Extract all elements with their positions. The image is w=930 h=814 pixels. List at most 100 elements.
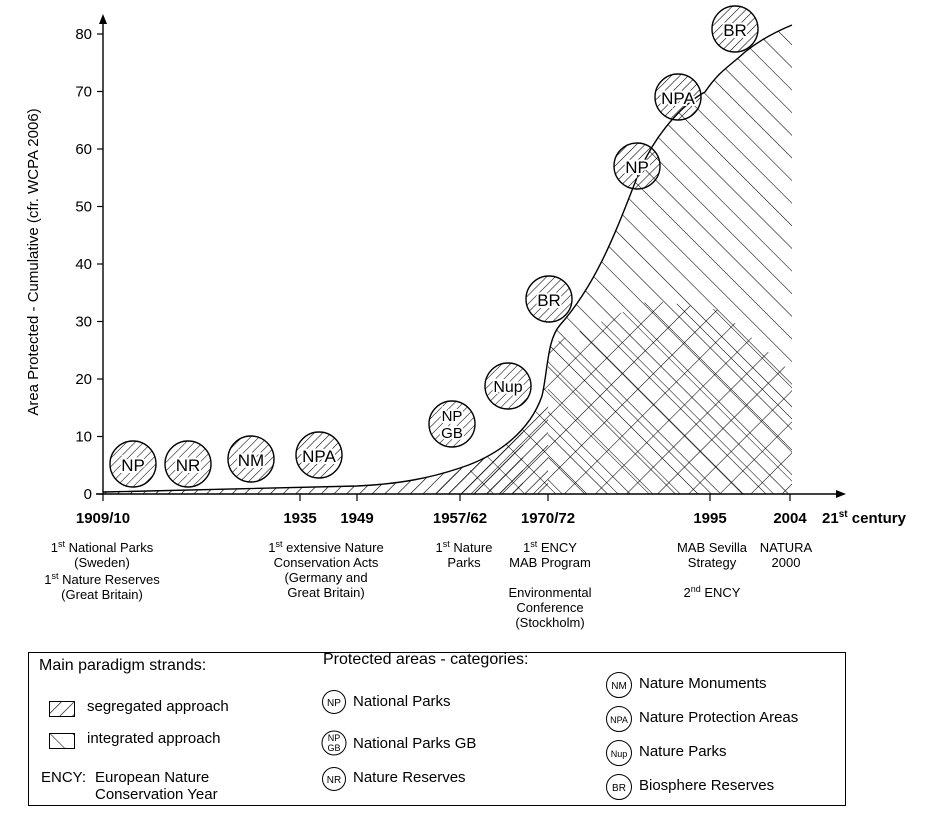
- svg-text:NM: NM: [611, 681, 627, 692]
- x-axis-arrow: [836, 490, 846, 498]
- svg-text:NP: NP: [327, 698, 341, 709]
- m3-num: 1: [436, 540, 443, 555]
- area-curve: [102, 24, 793, 493]
- badge-np-1: NP: [109, 440, 157, 488]
- m2-num: 1: [268, 540, 275, 555]
- m1-line4: (Great Britain): [61, 587, 143, 602]
- svg-text:NM: NM: [238, 451, 264, 470]
- svg-text:2nd ENCY: 2nd ENCY: [684, 584, 741, 600]
- legend-br-icon: BR: [606, 774, 632, 800]
- m2-line3: (Germany and: [284, 570, 367, 585]
- svg-text:NP: NP: [442, 408, 463, 425]
- legend-ency-line1: European Nature: [95, 769, 210, 786]
- tick-2004: 2004: [773, 510, 807, 527]
- badge-nr: NR: [164, 440, 212, 488]
- m5-line5: ENCY: [701, 585, 741, 600]
- milestone-1935: 1st extensive Nature Conservation Acts (…: [268, 539, 383, 600]
- legend-paradigm-title: Main paradigm strands:: [39, 657, 207, 674]
- svg-text:BR: BR: [537, 291, 561, 310]
- y-tick-label: 10: [75, 429, 92, 446]
- y-tick-label: 70: [75, 84, 92, 101]
- legend-npgb-label: National Parks GB: [353, 735, 477, 752]
- tick-1935: 1935: [283, 510, 316, 527]
- y-axis-label: Area Protected - Cumulative (cfr. WCPA 2…: [25, 108, 42, 415]
- m1-line1: National Parks: [65, 540, 154, 555]
- badge-npa-2: NPA: [654, 73, 702, 121]
- m5-line2: Strategy: [688, 555, 737, 570]
- tick-century: 21st century: [822, 509, 907, 527]
- badge-np-2: NP: [613, 142, 661, 190]
- m2-line2: Conservation Acts: [274, 555, 379, 570]
- century-word: century: [848, 510, 907, 527]
- svg-text:NPA: NPA: [610, 715, 628, 725]
- m1-sup: st: [58, 539, 66, 549]
- legend-ency-line2: Conservation Year: [95, 786, 218, 803]
- svg-text:NR: NR: [176, 456, 201, 475]
- legend-nm-label: Nature Monuments: [639, 675, 767, 692]
- m4-line3: Environmental: [508, 585, 591, 600]
- svg-text:BR: BR: [723, 21, 747, 40]
- milestone-1995: MAB Sevilla Strategy NATURA 2000 2nd ENC…: [677, 540, 813, 600]
- m4-line5: (Stockholm): [515, 615, 584, 630]
- m1-line2: (Sweden): [74, 555, 130, 570]
- m4-line1: ENCY: [537, 540, 577, 555]
- y-tick-label: 30: [75, 314, 92, 331]
- m2-line1: extensive Nature: [283, 540, 384, 555]
- legend-nup-icon: Nup: [606, 740, 632, 766]
- legend-np-label: National Parks: [353, 693, 451, 710]
- legend-box: Main paradigm strands: segregated approa…: [28, 651, 846, 806]
- svg-text:1st ENCY: 1st ENCY: [523, 539, 577, 555]
- m1-sup2: st: [52, 571, 60, 581]
- svg-text:NP: NP: [121, 456, 145, 475]
- svg-text:NP: NP: [328, 733, 341, 743]
- badge-br-1: BR: [525, 275, 573, 323]
- y-tick-label: 80: [75, 26, 92, 43]
- y-tick-label: 60: [75, 141, 92, 158]
- legend-categories-title: Protected areas - categories:: [323, 651, 529, 668]
- m5-line4: 2000: [772, 555, 801, 570]
- tick-1949: 1949: [340, 510, 373, 527]
- segregated-upper: [420, 400, 548, 494]
- segregated-swatch: [49, 701, 75, 717]
- svg-text:NR: NR: [327, 775, 341, 786]
- svg-text:NPA: NPA: [661, 89, 695, 108]
- century-number: 21: [822, 510, 839, 527]
- badge-nup: Nup: [484, 362, 532, 410]
- m2-sup: st: [276, 539, 284, 549]
- m1-line3: Nature Reserves: [59, 572, 161, 587]
- y-axis-arrow: [99, 14, 107, 24]
- y-tick-label: 40: [75, 256, 92, 273]
- svg-text:1st Nature Reserves: 1st Nature Reserves: [44, 571, 160, 587]
- m3-sup: st: [443, 539, 451, 549]
- badge-npgb: NP GB: [428, 400, 476, 448]
- tick-1970: 1970/72: [521, 510, 575, 527]
- legend-nup-label: Nature Parks: [639, 743, 727, 760]
- y-ticks: 0 10 20 30 40 50 60 70 80: [75, 26, 103, 503]
- milestone-1970: 1st ENCY MAB Program Environmental Confe…: [508, 539, 591, 630]
- integrated-swatch: [49, 733, 75, 749]
- tick-1957: 1957/62: [433, 510, 487, 527]
- legend-nm-icon: NM: [606, 672, 632, 698]
- m1-num: 1: [51, 540, 58, 555]
- m3-line2: Parks: [447, 555, 481, 570]
- integrated-area: [548, 25, 792, 494]
- m4-line4: Conference: [516, 600, 583, 615]
- svg-text:1st extensive Nature: 1st extensive Nature: [268, 539, 383, 555]
- svg-text:NP: NP: [625, 158, 649, 177]
- legend-nr-icon: NR: [322, 767, 346, 791]
- tick-1995: 1995: [693, 510, 726, 527]
- legend-npgb-icon: NP GB: [321, 730, 347, 756]
- y-tick-label: 0: [84, 486, 92, 503]
- m3-line1: Nature: [450, 540, 493, 555]
- badge-npa-1: NPA: [295, 431, 343, 479]
- legend-br-label: Biosphere Reserves: [639, 777, 775, 794]
- y-tick-label: 50: [75, 199, 92, 216]
- legend-segregated: segregated approach: [87, 698, 229, 715]
- legend-np-icon: NP: [322, 690, 346, 714]
- svg-text:GB: GB: [441, 425, 463, 442]
- y-tick-label: 20: [75, 371, 92, 388]
- m5-sup: nd: [691, 584, 701, 594]
- m4-sup: st: [530, 539, 538, 549]
- svg-text:Nup: Nup: [493, 379, 522, 396]
- m5-line3: NATURA: [760, 540, 813, 555]
